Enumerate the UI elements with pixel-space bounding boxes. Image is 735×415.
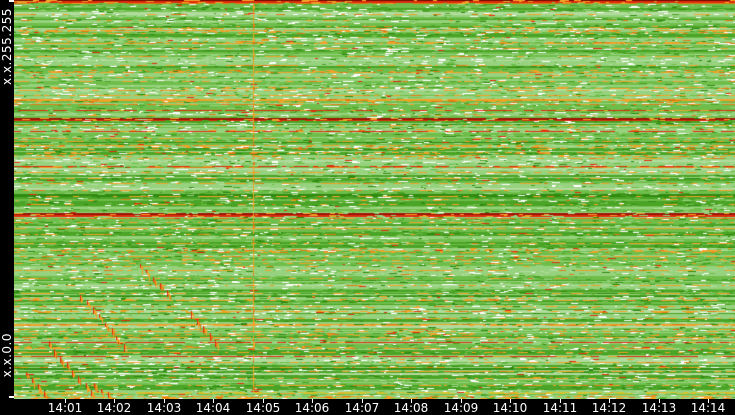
y-axis-tick-bottom — [9, 396, 14, 398]
y-axis-max-label: x.x.255.255 — [0, 8, 14, 85]
x-axis-tick — [461, 399, 462, 403]
x-axis: 14:01 14:02 14:03 14:04 14:05 14:06 14:07 14:08… — [0, 399, 735, 415]
y-axis-min-label: x.x.0.0 — [0, 332, 14, 377]
x-tick-label: 14:10 — [492, 401, 528, 415]
x-axis-tick — [213, 399, 214, 403]
x-axis-tick — [114, 399, 115, 403]
x-axis-tick — [609, 399, 610, 403]
x-tick-label: 14:12 — [591, 401, 627, 415]
x-tick-label: 14:11 — [542, 401, 578, 415]
x-axis-tick — [708, 399, 709, 403]
y-axis: x.x.255.255 x.x.0.0 — [0, 0, 14, 399]
x-axis-tick — [560, 399, 561, 403]
x-axis-tick — [263, 399, 264, 403]
x-tick-label: 14:06 — [294, 401, 330, 415]
x-axis-tick — [312, 399, 313, 403]
x-tick-label: 14:07 — [344, 401, 380, 415]
x-axis-tick — [659, 399, 660, 403]
y-axis-tick-top — [9, 0, 14, 2]
x-tick-label: 14:05 — [245, 401, 281, 415]
x-axis-tick — [65, 399, 66, 403]
x-axis-tick — [510, 399, 511, 403]
x-axis-tick — [164, 399, 165, 403]
x-axis-tick — [362, 399, 363, 403]
x-tick-label: 14:09 — [443, 401, 479, 415]
x-axis-tick — [411, 399, 412, 403]
x-tick-label: 14:08 — [393, 401, 429, 415]
x-tick-label: 14:01 — [47, 401, 83, 415]
x-tick-label: 14:03 — [146, 401, 182, 415]
traffic-heatmap-canvas — [14, 0, 735, 399]
x-tick-label: 14:04 — [195, 401, 231, 415]
x-tick-label: 14:14 — [690, 401, 726, 415]
x-tick-label: 14:13 — [641, 401, 677, 415]
x-tick-label: 14:02 — [96, 401, 132, 415]
